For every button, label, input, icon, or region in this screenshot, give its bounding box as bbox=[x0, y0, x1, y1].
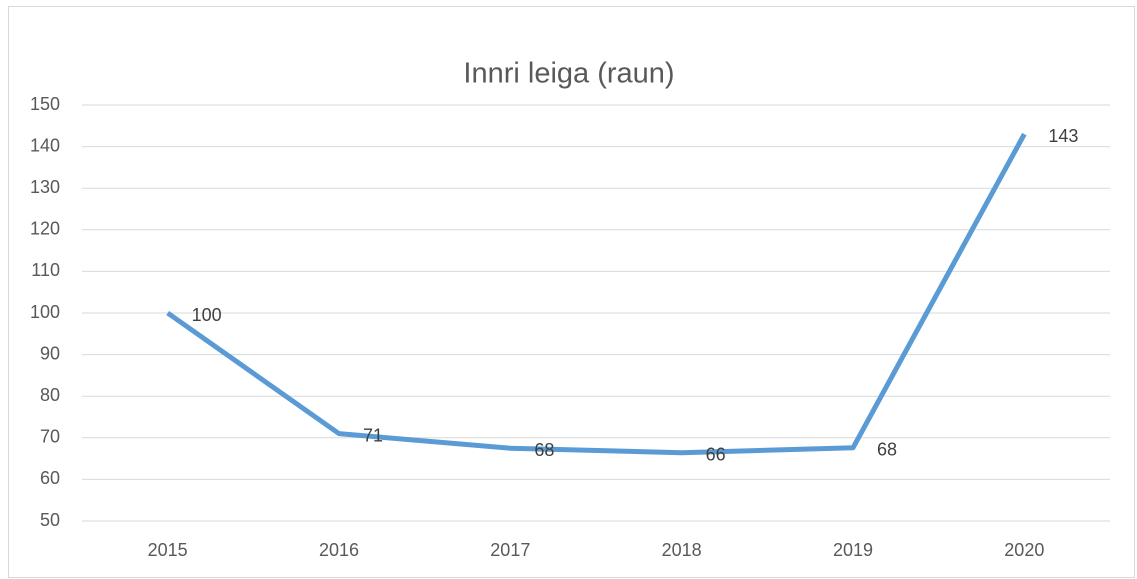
x-tick-label: 2019 bbox=[833, 540, 873, 560]
chart-frame bbox=[8, 6, 1135, 578]
data-label: 143 bbox=[1048, 126, 1078, 146]
x-tick-label: 2020 bbox=[1004, 540, 1044, 560]
data-label: 68 bbox=[534, 440, 554, 460]
y-tick-label: 130 bbox=[30, 177, 60, 197]
y-tick-label: 140 bbox=[30, 135, 60, 155]
x-tick-label: 2016 bbox=[319, 540, 359, 560]
y-tick-label: 150 bbox=[30, 94, 60, 114]
y-tick-label: 90 bbox=[40, 343, 60, 363]
y-tick-label: 60 bbox=[40, 468, 60, 488]
chart-title: Innri leiga (raun) bbox=[463, 58, 674, 90]
data-label: 68 bbox=[877, 440, 897, 460]
data-label: 71 bbox=[363, 425, 383, 445]
y-tick-label: 100 bbox=[30, 302, 60, 322]
y-tick-label: 80 bbox=[40, 385, 60, 405]
y-tick-label: 110 bbox=[31, 260, 60, 280]
x-tick-label: 2018 bbox=[662, 540, 702, 560]
line-series bbox=[166, 132, 1027, 456]
x-tick-label: 2017 bbox=[490, 540, 530, 560]
y-tick-label: 120 bbox=[30, 219, 60, 239]
data-label: 66 bbox=[706, 445, 726, 465]
y-tick-label: 70 bbox=[40, 427, 60, 447]
x-tick-label: 2015 bbox=[148, 540, 188, 560]
data-label: 100 bbox=[192, 305, 222, 325]
y-tick-label: 50 bbox=[40, 510, 60, 530]
